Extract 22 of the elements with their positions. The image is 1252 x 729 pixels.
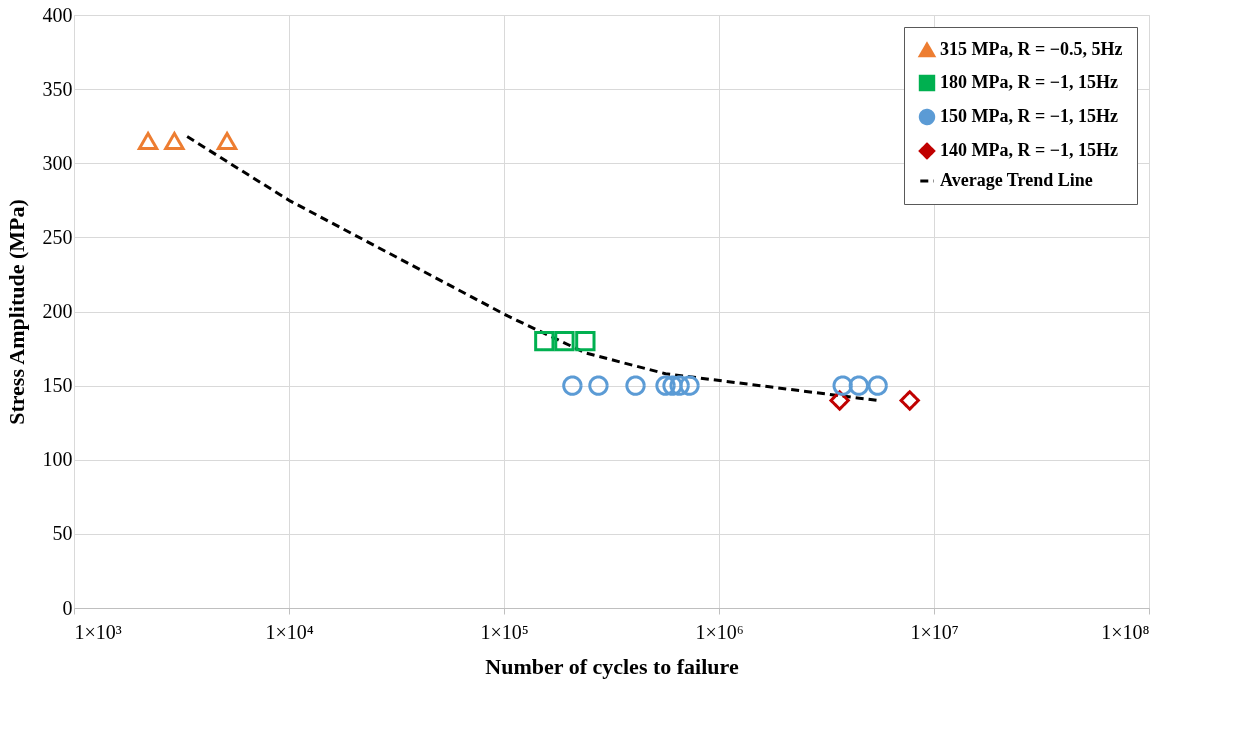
y-tick-label: 0 xyxy=(62,596,73,619)
x-tick-label: 1×10⁷ xyxy=(910,620,959,643)
y-tick-label: 50 xyxy=(52,522,73,545)
y-tick-label: 300 xyxy=(42,151,73,174)
y-tick-label: 100 xyxy=(42,448,73,471)
x-tick-label: 1×10³ xyxy=(74,620,122,643)
x-axis-title: Number of cycles to failure xyxy=(485,653,739,679)
x-tick-label: 1×10⁴ xyxy=(265,620,314,643)
y-tick-label: 250 xyxy=(42,225,73,248)
legend-label: 140 MPa, R = −1, 15Hz xyxy=(940,140,1118,160)
y-tick-label: 350 xyxy=(42,77,73,100)
y-tick-label: 200 xyxy=(42,300,73,322)
y-tick-label: 400 xyxy=(42,3,73,26)
legend-label: 180 MPa, R = −1, 15Hz xyxy=(940,72,1118,92)
x-tick-label: 1×10⁶ xyxy=(695,620,744,643)
legend-label: 315 MPa, R = −0.5, 5Hz xyxy=(940,39,1123,59)
legend-label: 150 MPa, R = −1, 15Hz xyxy=(940,106,1118,126)
legend-label: Average Trend Line xyxy=(940,170,1093,190)
y-tick-label: 150 xyxy=(42,374,73,397)
y-axis-title: Stress Amplitude (MPa) xyxy=(3,199,29,425)
x-tick-label: 1×10⁸ xyxy=(1101,620,1150,643)
x-tick-label: 1×10⁵ xyxy=(480,620,529,643)
